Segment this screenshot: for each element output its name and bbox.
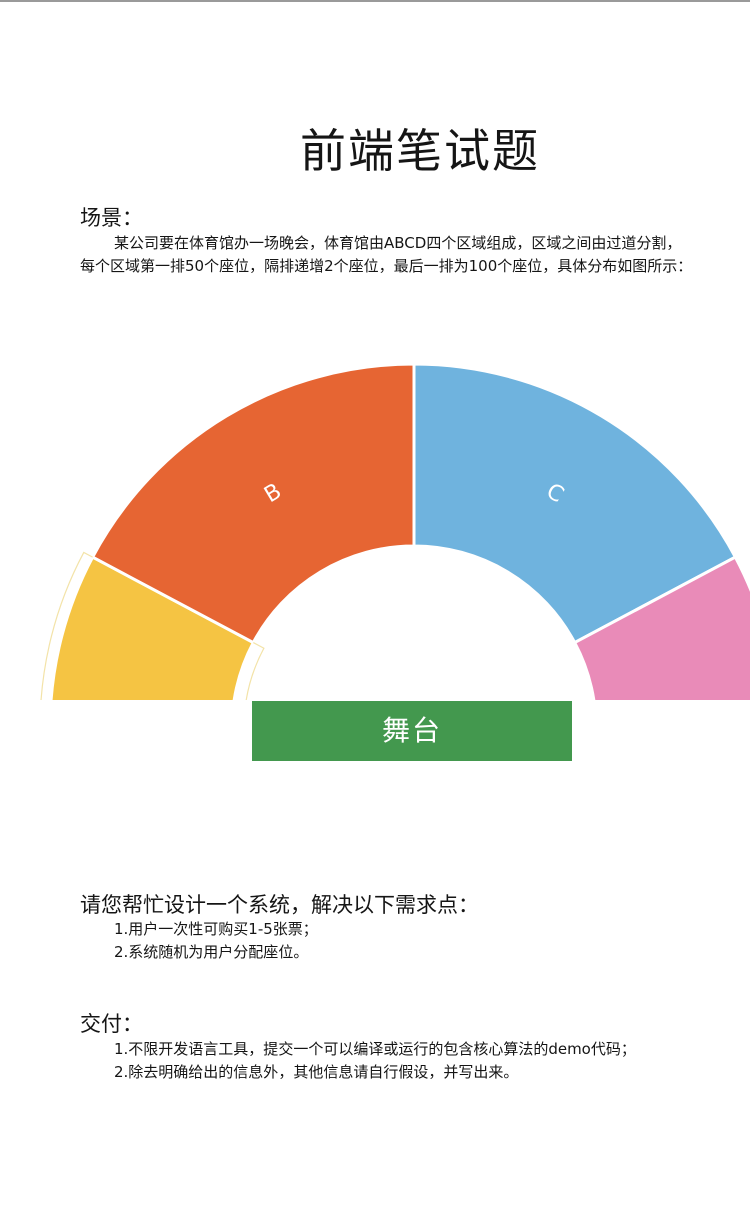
top-border-line [0,0,750,2]
section-b [91,362,416,645]
delivery-heading: 交付： [80,1012,143,1036]
scene-line-1: 某公司要在体育馆办一场晚会，体育馆由ABCD四个区域组成，区域之间由过道分割， [114,234,682,252]
section-a [49,555,255,700]
venue-seating-diagram: ABCD 100 50 [40,362,750,700]
delivery-list: 1.不限开发语言工具，提交一个可以编译或运行的包含核心算法的demo代码； 2.… [114,1038,636,1084]
inner-dimension-line [245,642,265,700]
scene-heading: 场景： [80,206,143,230]
requirements-heading: 请您帮忙设计一个系统，解决以下需求点： [80,893,479,917]
outer-dimension-line [40,551,93,700]
section-d [573,555,750,700]
stage-block: 舞台 [252,701,572,761]
seating-sections: ABCD [49,362,750,700]
page-title: 前端笔试题 [300,124,540,178]
scene-line-2: 每个区域第一排50个座位，隔排递增2个座位，最后一排为100个座位，具体分布如图… [80,257,693,275]
scene-description: 某公司要在体育馆办一场晚会，体育馆由ABCD四个区域组成，区域之间由过道分割， … [80,232,692,278]
requirement-item: 2.系统随机为用户分配座位。 [114,943,309,961]
requirement-item: 1.用户一次性可购买1-5张票； [114,920,318,938]
delivery-item: 1.不限开发语言工具，提交一个可以编译或运行的包含核心算法的demo代码； [114,1040,636,1058]
dimension-annotations: 100 50 [40,551,265,700]
delivery-item: 2.除去明确给出的信息外，其他信息请自行假设，并写出来。 [114,1063,519,1081]
section-c [412,362,737,645]
requirements-list: 1.用户一次性可购买1-5张票； 2.系统随机为用户分配座位。 [114,918,318,964]
